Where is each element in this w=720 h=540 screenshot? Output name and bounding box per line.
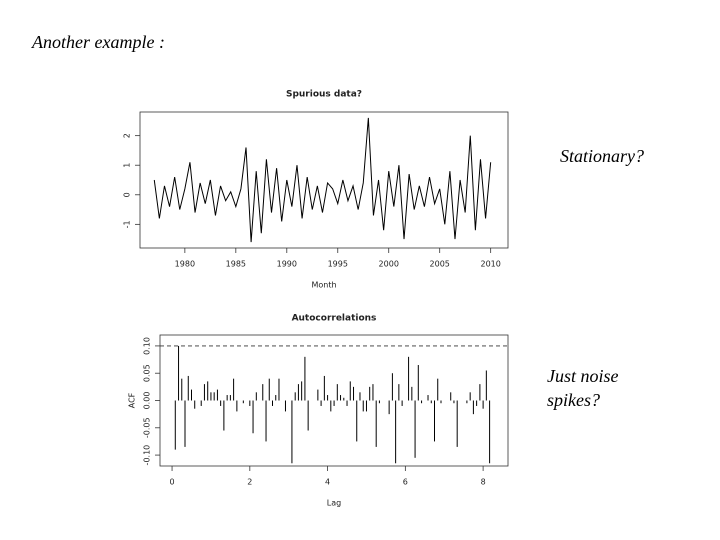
y-tick-label: 0.05	[143, 364, 152, 382]
x-tick-label: 2010	[480, 260, 500, 269]
x-tick-label: 8	[481, 478, 486, 487]
y-tick-label: 0.00	[143, 392, 152, 410]
x-axis-label: Month	[311, 281, 336, 290]
x-axis-label: Lag	[327, 499, 341, 508]
x-tick-label: 1980	[175, 260, 195, 269]
x-tick-label: 6	[403, 478, 408, 487]
x-tick-label: 2	[247, 478, 252, 487]
slide-heading: Another example :	[31, 32, 165, 52]
x-tick-label: 2000	[379, 260, 399, 269]
y-tick-label: 1	[123, 163, 132, 168]
y-tick-label: 0.10	[143, 337, 152, 355]
y-axis-label: ACF	[128, 392, 137, 408]
x-tick-label: 1995	[328, 260, 348, 269]
x-tick-label: 1990	[277, 260, 297, 269]
chart-title: Spurious data?	[286, 90, 362, 100]
slide-note: Just noise	[547, 366, 619, 386]
y-tick-label: -1	[123, 220, 132, 228]
x-tick-label: 4	[325, 478, 330, 487]
x-tick-label: 1985	[226, 260, 246, 269]
y-tick-label: -0.10	[143, 445, 152, 466]
y-tick-label: 2	[123, 133, 132, 138]
chart-title: Autocorrelations	[292, 314, 377, 324]
plot-frame	[139, 111, 509, 249]
slide-note: spikes?	[547, 390, 600, 410]
y-tick-label: -0.05	[143, 417, 152, 438]
x-tick-label: 2005	[430, 260, 450, 269]
slide-note: Stationary?	[560, 146, 644, 166]
x-tick-label: 0	[170, 478, 175, 487]
y-tick-label: 0	[123, 192, 132, 197]
series-line	[153, 117, 492, 243]
